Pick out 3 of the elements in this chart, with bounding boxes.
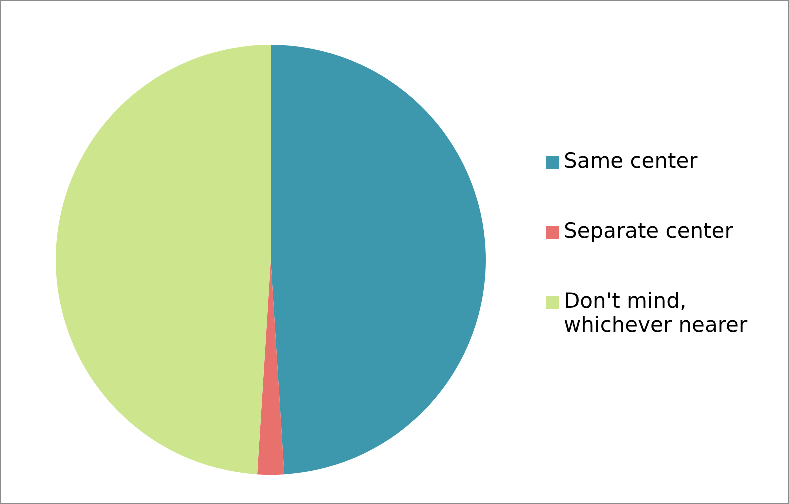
legend-label: Don't mind, whichever nearer: [564, 289, 749, 337]
legend-label: Separate center: [564, 219, 734, 243]
legend-label: Same center: [564, 149, 698, 173]
